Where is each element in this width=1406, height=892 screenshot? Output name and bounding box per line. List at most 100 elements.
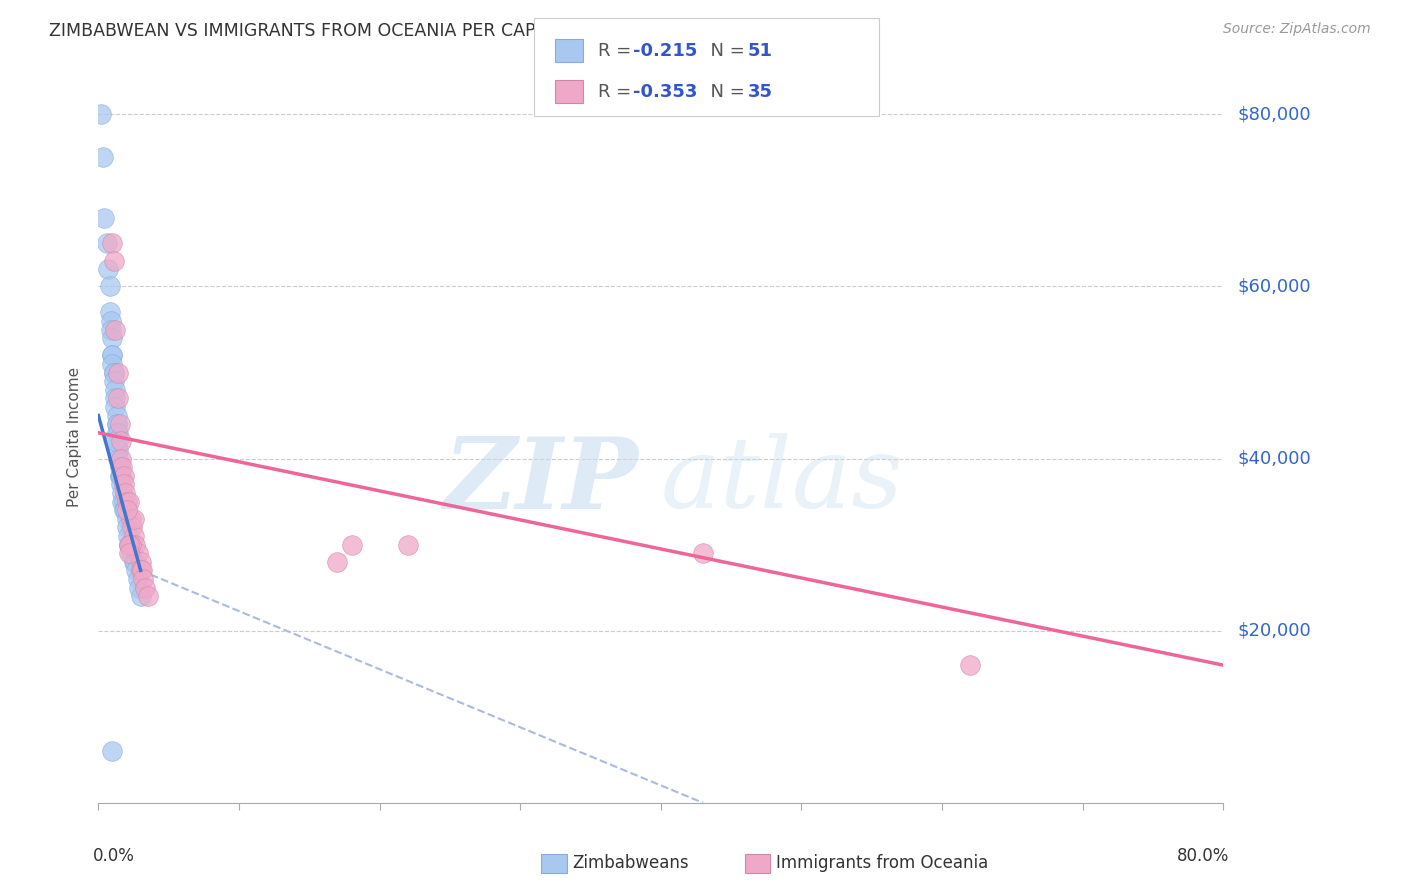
Point — [129, 564, 152, 578]
Text: R =: R = — [598, 42, 637, 60]
Point — [101, 348, 124, 362]
Point — [105, 425, 128, 440]
Point — [692, 546, 714, 560]
Point — [96, 236, 118, 251]
Point — [132, 572, 155, 586]
Point — [340, 538, 363, 552]
Point — [120, 538, 142, 552]
Text: 51: 51 — [748, 42, 773, 60]
Point — [103, 366, 125, 380]
Point — [115, 503, 138, 517]
Point — [91, 150, 114, 164]
Point — [326, 555, 349, 569]
Point — [125, 564, 148, 578]
Point — [112, 494, 135, 508]
Point — [107, 434, 129, 449]
Text: $20,000: $20,000 — [1237, 622, 1310, 640]
Point — [120, 546, 142, 560]
Point — [134, 581, 156, 595]
Point — [121, 520, 143, 534]
Point — [114, 503, 136, 517]
Point — [103, 374, 125, 388]
Point — [111, 494, 134, 508]
Point — [122, 512, 145, 526]
Point — [110, 477, 132, 491]
Point — [112, 468, 135, 483]
Point — [107, 442, 129, 457]
Point — [108, 460, 131, 475]
Point — [110, 451, 132, 466]
Text: atlas: atlas — [661, 434, 904, 529]
Point — [104, 434, 127, 449]
Text: $40,000: $40,000 — [1237, 450, 1310, 467]
Point — [117, 529, 139, 543]
Point — [105, 417, 128, 432]
Text: N =: N = — [699, 42, 751, 60]
Point — [98, 279, 121, 293]
Point — [101, 357, 124, 371]
Point — [110, 468, 132, 483]
Point — [100, 322, 122, 336]
Text: -0.353: -0.353 — [633, 83, 697, 101]
Text: ZIP: ZIP — [443, 433, 638, 529]
Point — [120, 512, 142, 526]
Point — [124, 555, 146, 569]
Point — [101, 744, 124, 758]
Point — [112, 477, 135, 491]
Point — [959, 658, 981, 673]
Point — [103, 366, 125, 380]
Point — [93, 211, 115, 225]
Point — [114, 486, 136, 500]
Point — [103, 253, 125, 268]
Point — [104, 400, 127, 414]
Point — [118, 538, 141, 552]
Text: 0.0%: 0.0% — [93, 847, 135, 864]
Point — [101, 348, 124, 362]
Point — [108, 468, 131, 483]
Point — [107, 425, 129, 440]
Point — [111, 460, 134, 475]
Text: N =: N = — [699, 83, 751, 101]
Point — [90, 107, 112, 121]
Text: ZIMBABWEAN VS IMMIGRANTS FROM OCEANIA PER CAPITA INCOME CORRELATION CHART: ZIMBABWEAN VS IMMIGRANTS FROM OCEANIA PE… — [49, 22, 832, 40]
Text: $60,000: $60,000 — [1237, 277, 1310, 295]
Point — [107, 451, 129, 466]
Text: R =: R = — [598, 83, 637, 101]
Point — [118, 494, 141, 508]
Text: 35: 35 — [748, 83, 773, 101]
Text: 80.0%: 80.0% — [1177, 847, 1229, 864]
Point — [127, 572, 149, 586]
Point — [129, 555, 152, 569]
Point — [107, 366, 129, 380]
Point — [118, 538, 141, 552]
Y-axis label: Per Capita Income: Per Capita Income — [67, 367, 83, 508]
Point — [136, 589, 159, 603]
Point — [115, 494, 138, 508]
Text: -0.215: -0.215 — [633, 42, 697, 60]
Point — [108, 417, 131, 432]
Point — [98, 305, 121, 319]
Point — [104, 322, 127, 336]
Point — [100, 314, 122, 328]
Point — [104, 392, 127, 406]
Text: $80,000: $80,000 — [1237, 105, 1310, 123]
Point — [131, 564, 153, 578]
Point — [110, 434, 132, 449]
Point — [122, 529, 145, 543]
Text: Immigrants from Oceania: Immigrants from Oceania — [776, 855, 988, 872]
Point — [101, 236, 124, 251]
Point — [104, 383, 127, 397]
Point — [118, 546, 141, 560]
Point — [128, 581, 150, 595]
Point — [122, 555, 145, 569]
Point — [115, 512, 138, 526]
Text: Zimbabweans: Zimbabweans — [572, 855, 689, 872]
Point — [129, 589, 152, 603]
Point — [396, 538, 419, 552]
Point — [101, 331, 124, 345]
Point — [118, 538, 141, 552]
Point — [105, 409, 128, 423]
Point — [111, 486, 134, 500]
Point — [105, 417, 128, 432]
Point — [112, 503, 135, 517]
